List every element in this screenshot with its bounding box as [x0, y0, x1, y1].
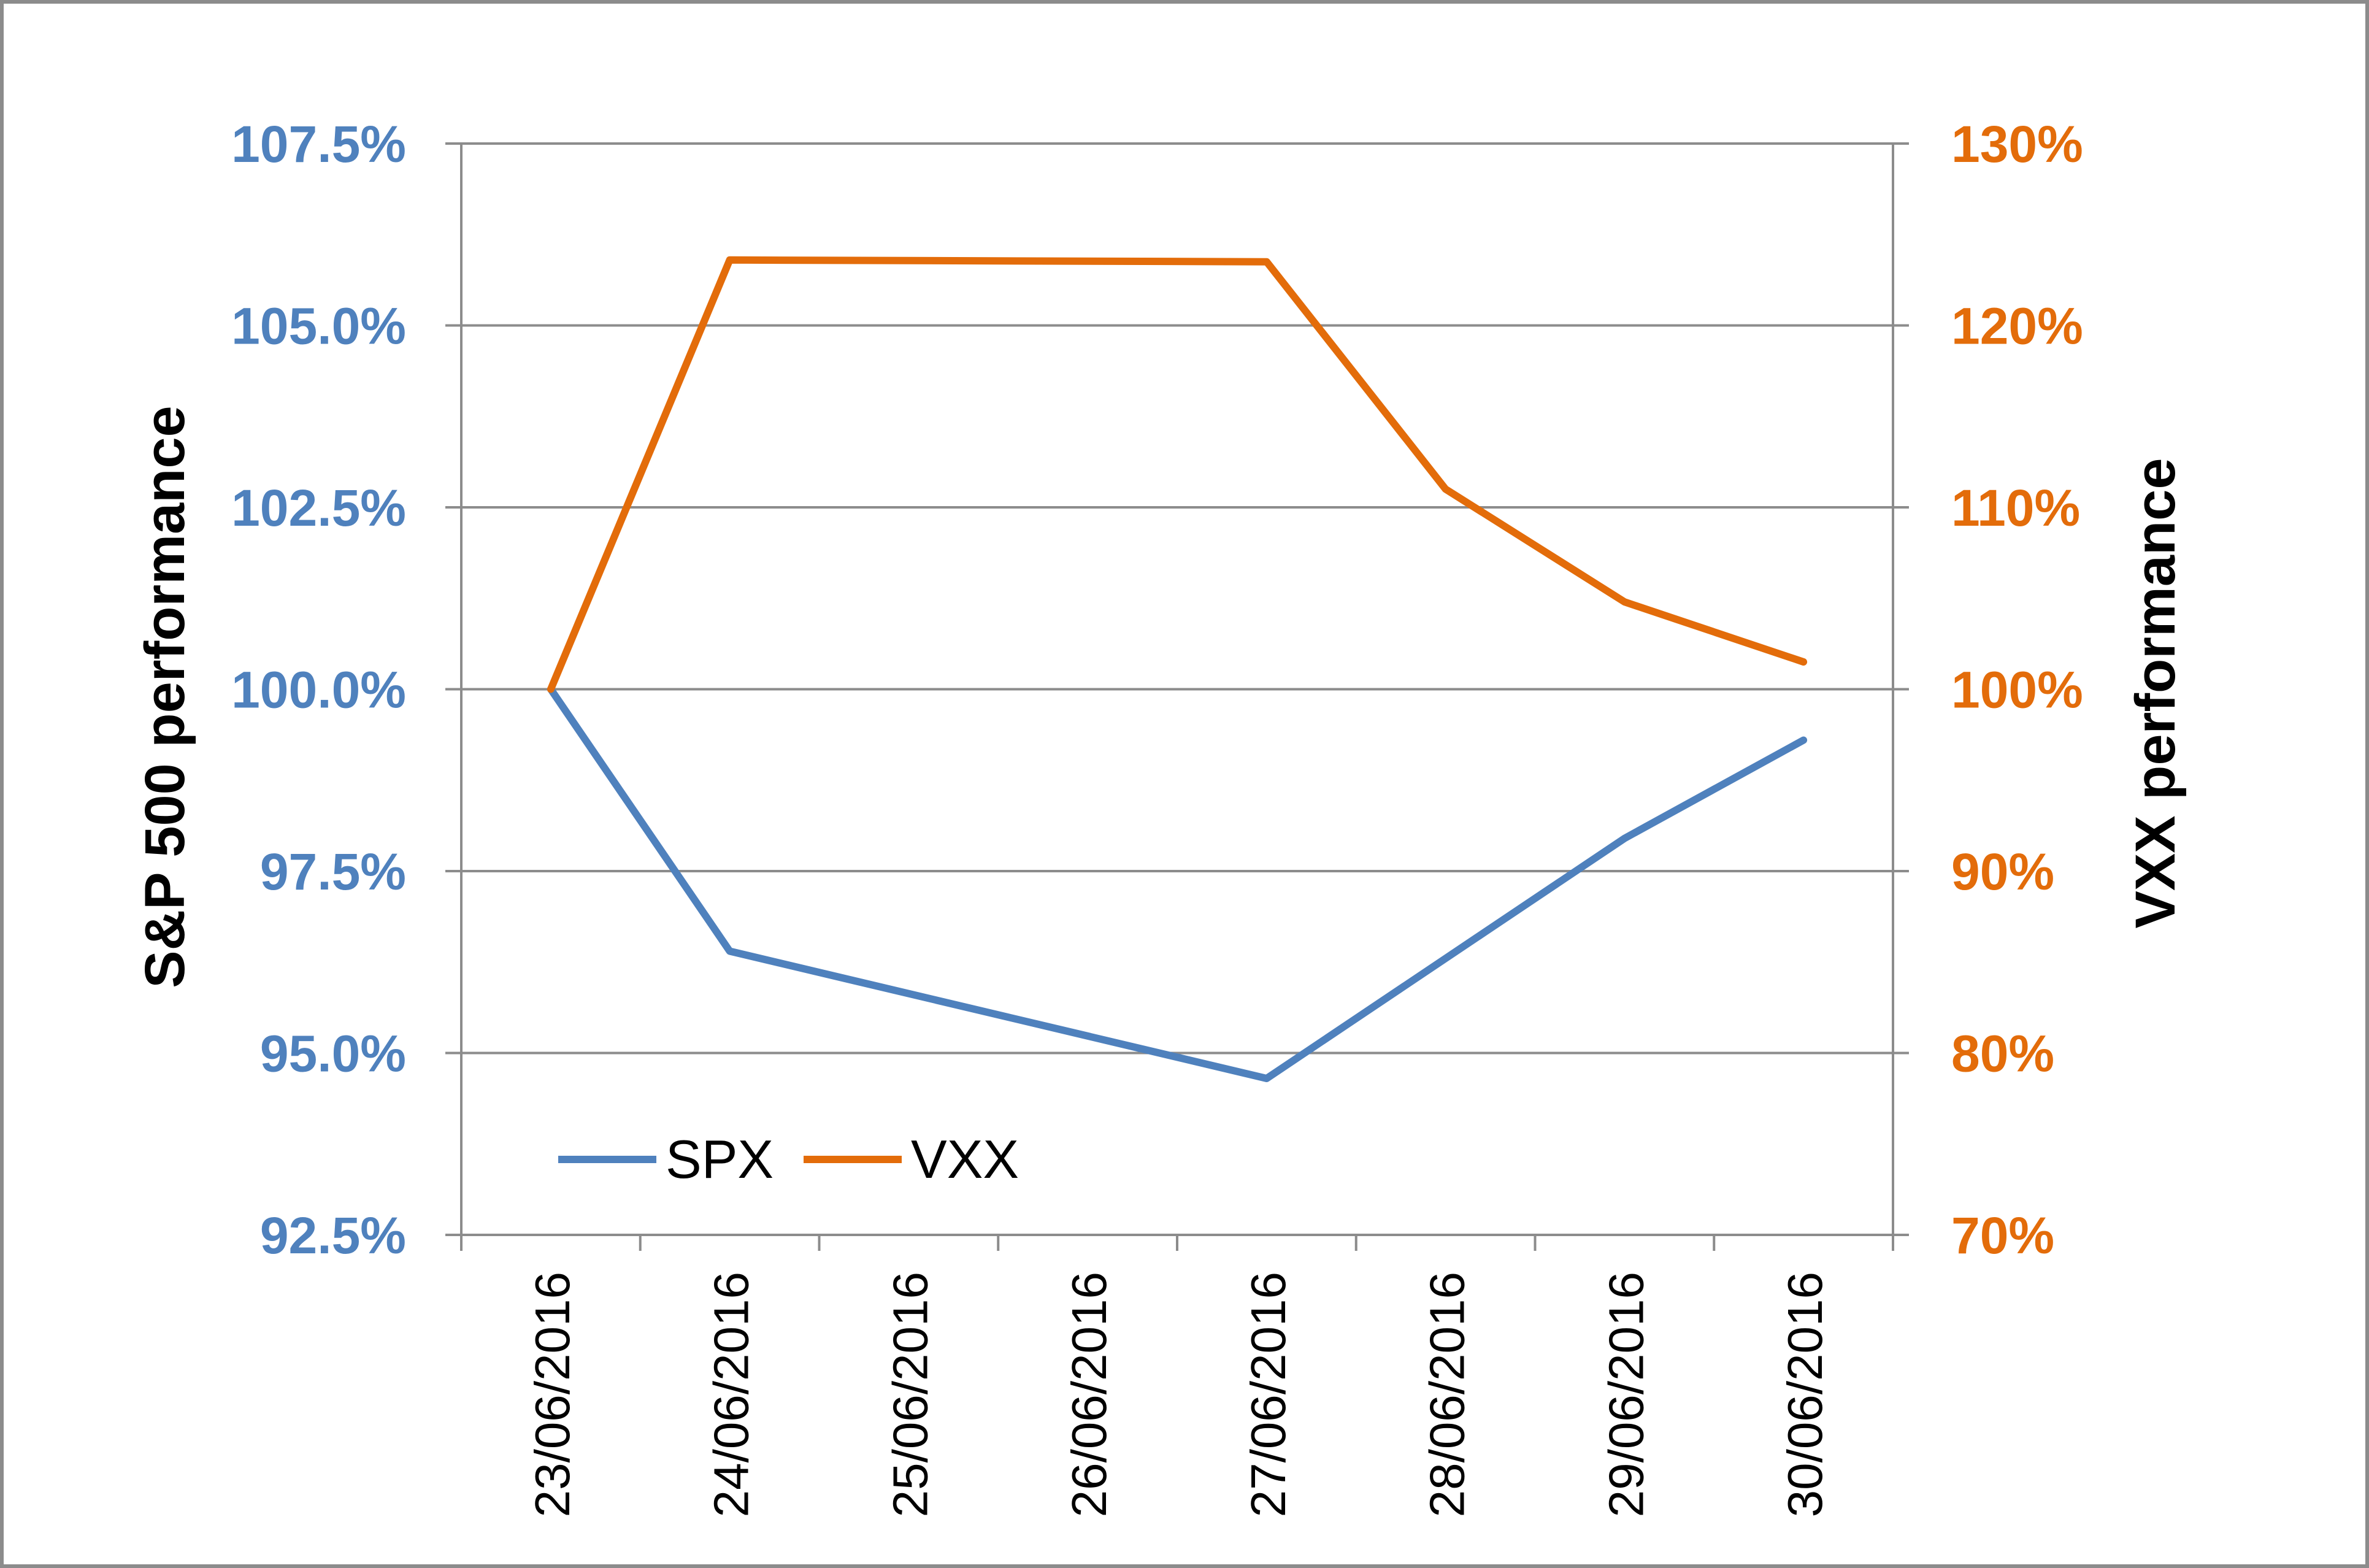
- x-tick-label: 23/06/2016: [525, 1272, 580, 1517]
- y-axis-right-title: VXX performance: [2124, 458, 2187, 929]
- series-line-vxx: [547, 256, 1808, 693]
- tick-labels: 92.5% 70% 95.0% 80% 97.5% 90% 100.0% 100% 102.5%…: [231, 115, 2083, 1517]
- x-tick-label: 29/06/2016: [1599, 1272, 1653, 1517]
- y-left-tick-label: 107.5%: [231, 115, 406, 173]
- y-right-tick-label: 70%: [1951, 1207, 2054, 1264]
- x-tick-label: 26/06/2016: [1062, 1272, 1116, 1517]
- y-right-tick-label: 100%: [1951, 661, 2083, 719]
- legend-label-spx: SPX: [666, 1129, 774, 1189]
- series-lines: [547, 256, 1808, 1082]
- legend: SPX VXX: [558, 1129, 1019, 1189]
- y-right-tick-label: 80%: [1951, 1025, 2054, 1083]
- y-left-tick-label: 105.0%: [231, 298, 406, 355]
- axes: [445, 142, 1909, 1251]
- x-tick-label: 30/06/2016: [1778, 1272, 1832, 1517]
- x-tick-label: 28/06/2016: [1420, 1272, 1475, 1517]
- y-left-tick-label: 97.5%: [260, 843, 406, 901]
- y-left-tick-label: 102.5%: [231, 479, 406, 537]
- series-line-spx: [547, 685, 1808, 1082]
- y-right-tick-label: 120%: [1951, 298, 2083, 355]
- y-left-tick-label: 92.5%: [260, 1207, 406, 1264]
- y-left-tick-label: 100.0%: [231, 661, 406, 719]
- x-tick-label: 24/06/2016: [704, 1272, 759, 1517]
- legend-label-vxx: VXX: [911, 1129, 1019, 1189]
- x-tick-label: 27/06/2016: [1241, 1272, 1296, 1517]
- y-right-tick-label: 110%: [1951, 479, 2080, 537]
- gridlines: [461, 142, 1893, 1236]
- y-left-tick-label: 95.0%: [260, 1025, 406, 1083]
- x-tick-label: 25/06/2016: [883, 1272, 937, 1517]
- y-right-tick-label: 90%: [1951, 843, 2054, 901]
- y-right-tick-label: 130%: [1951, 115, 2083, 173]
- y-axis-left-title: S&P 500 performance: [134, 405, 196, 988]
